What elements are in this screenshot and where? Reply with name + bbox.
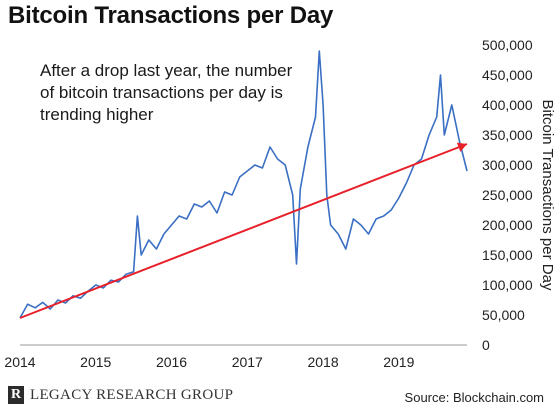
y-tick-label: 300,000 [482,157,533,173]
brand-logo: R LEGACY RESEARCH GROUP [8,386,233,404]
trend-line [19,143,468,319]
y-tick-label: 250,000 [482,187,533,203]
y-tick-label: 100,000 [482,277,533,293]
source-note: Source: Blockchain.com [404,390,544,405]
y-tick-label: 500,000 [482,37,533,53]
chart-title: Bitcoin Transactions per Day [8,2,334,29]
x-tick-label: 2017 [232,354,263,370]
y-tick-label: 0 [482,337,490,353]
brand-name: LEGACY RESEARCH GROUP [30,386,234,403]
y-tick-label: 350,000 [482,127,533,143]
y-axis-label: Bitcoin Transactions per Day [539,100,556,291]
y-tick-label: 150,000 [482,247,533,263]
x-tick-label: 2016 [156,354,187,370]
annotation-line: After a drop last year, the number [40,61,293,80]
annotation-line: trending higher [40,105,154,124]
annotation-line: of bitcoin transactions per day is [40,83,283,102]
y-tick-label: 450,000 [482,67,533,83]
x-tick-label: 2015 [80,354,111,370]
trend-arrowhead [456,142,467,152]
x-tick-label: 2018 [307,354,338,370]
x-tick-label: 2014 [4,354,35,370]
chart-annotation: After a drop last year, the number of bi… [40,60,330,126]
y-tick-label: 400,000 [482,97,533,113]
logo-icon: R [8,386,24,404]
series-line [19,50,468,319]
x-tick-label: 2019 [383,354,414,370]
y-tick-label: 50,000 [482,307,525,323]
y-tick-label: 200,000 [482,217,533,233]
